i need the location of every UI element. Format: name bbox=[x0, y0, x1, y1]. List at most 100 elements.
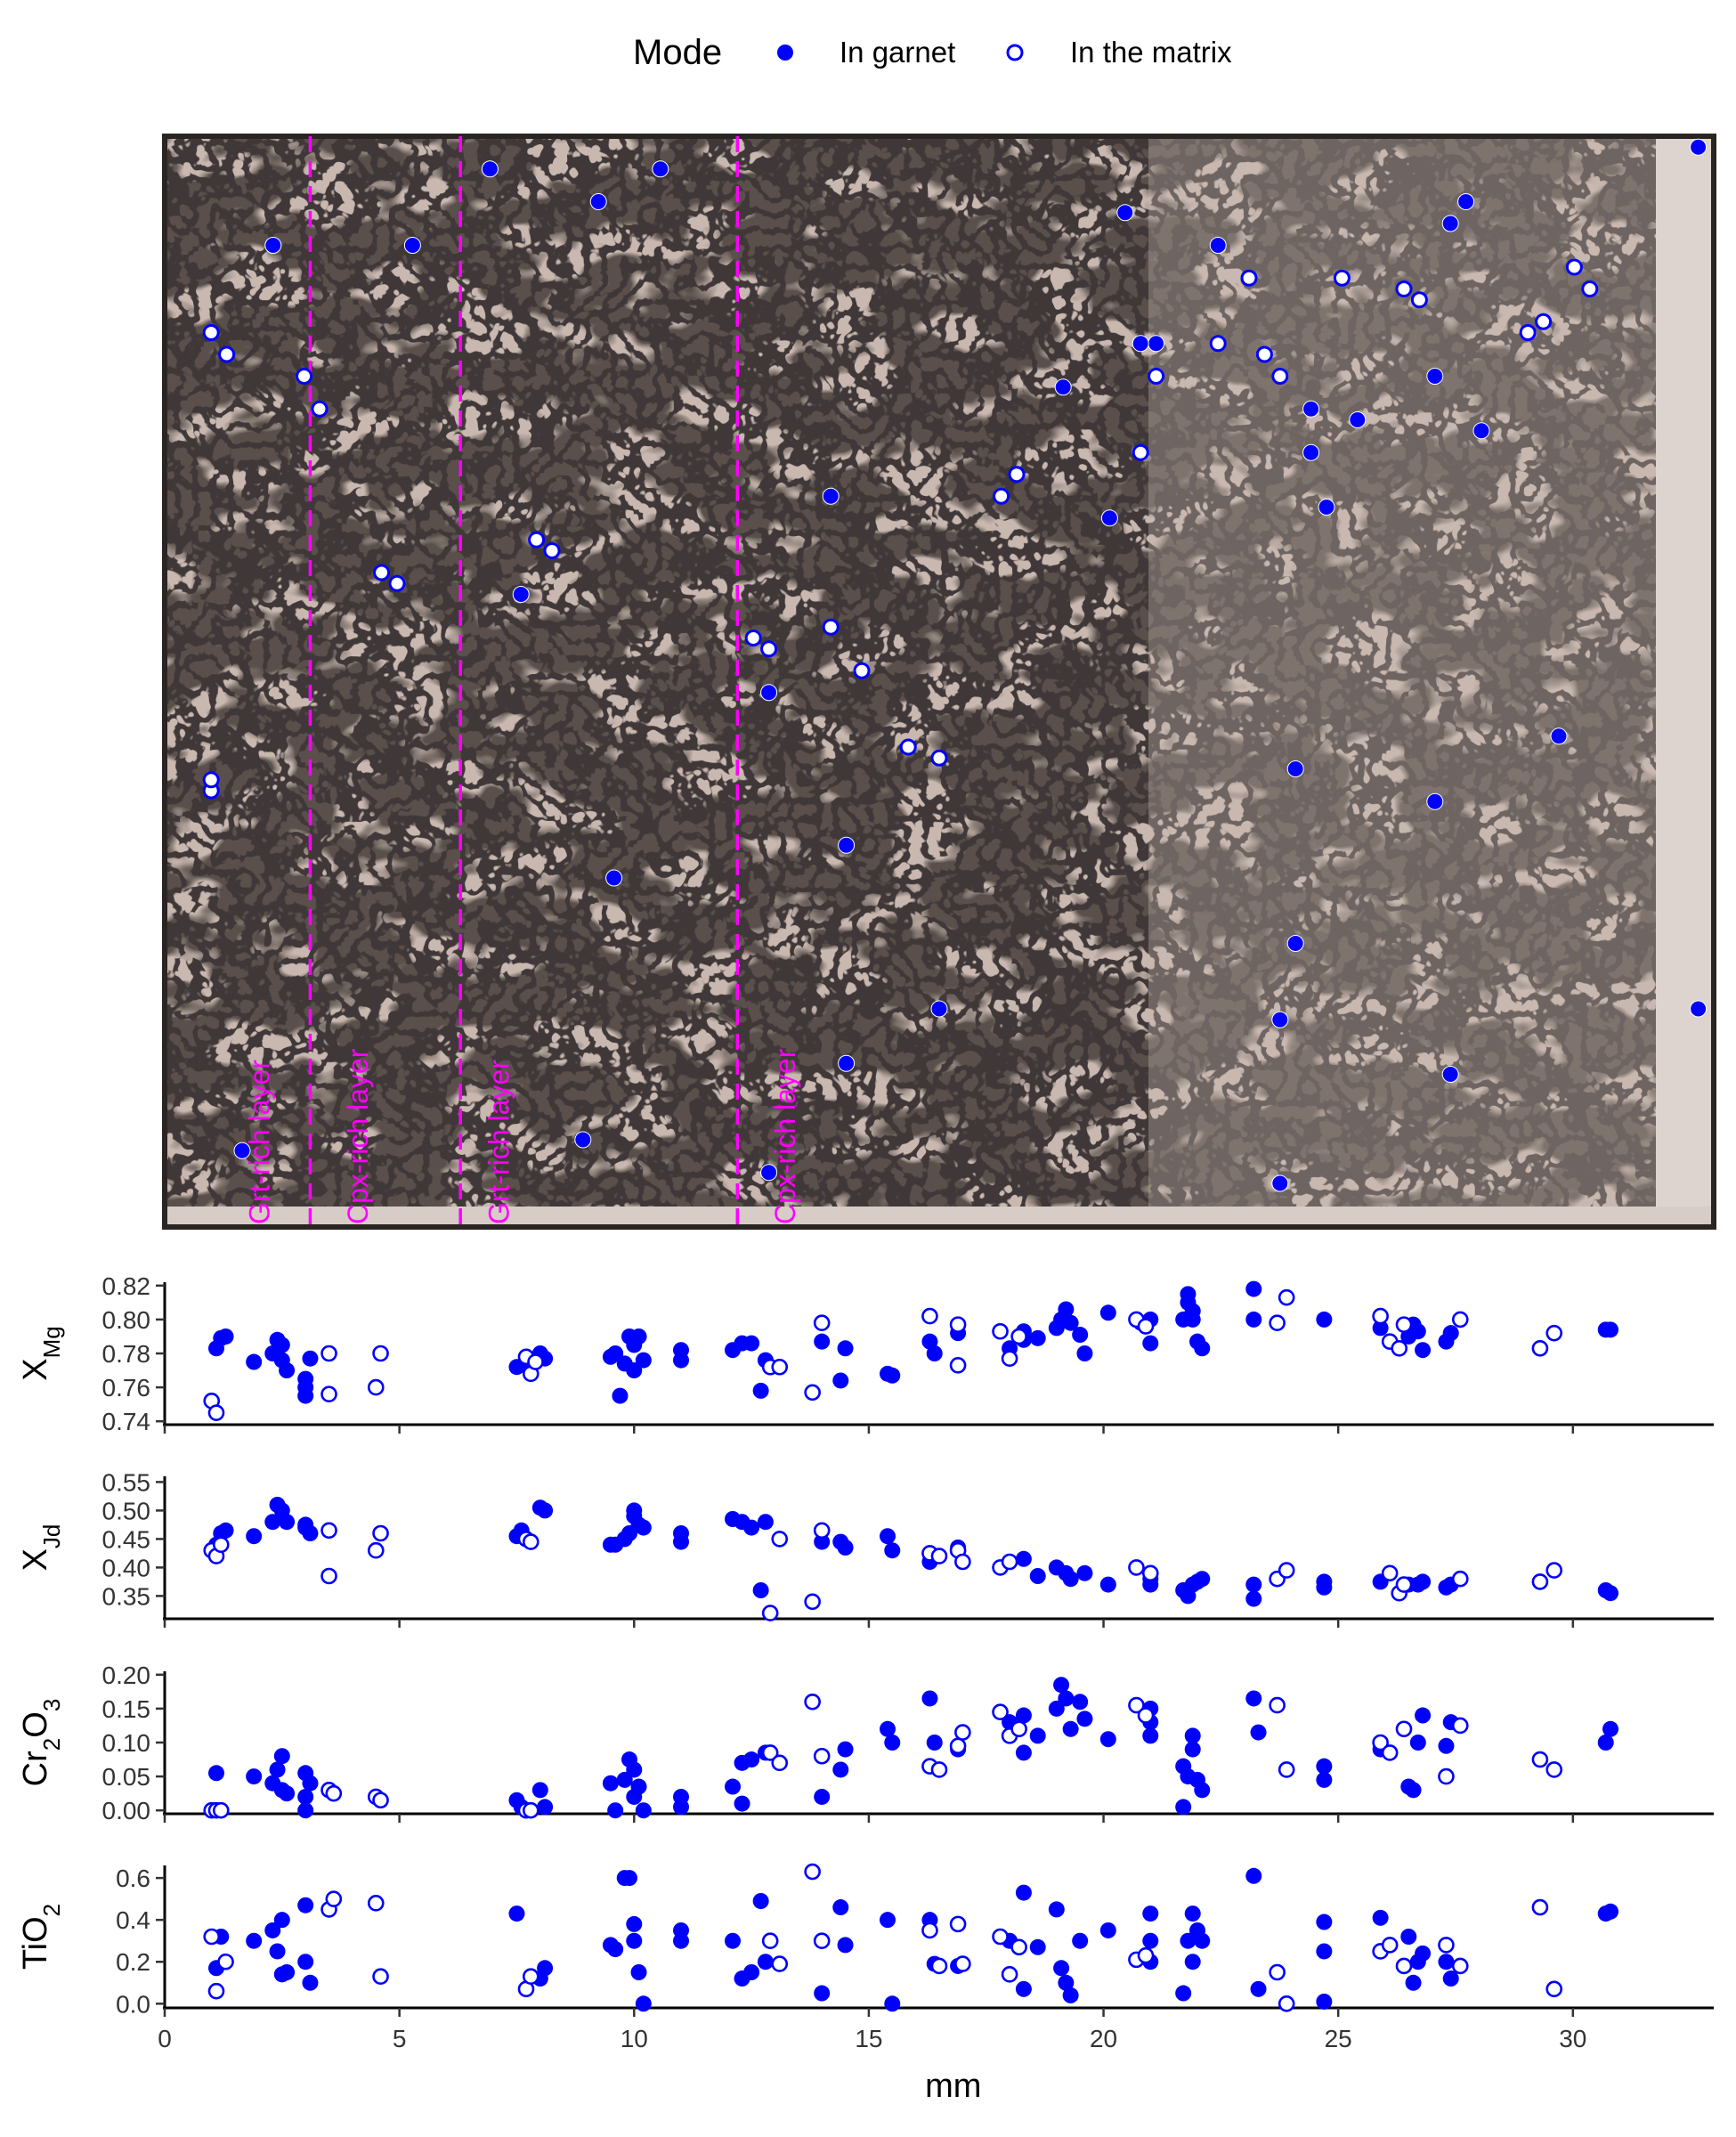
data-point-matrix bbox=[1531, 1573, 1549, 1590]
data-point-matrix bbox=[325, 1890, 343, 1907]
y-tick-label: 0.2 bbox=[116, 1948, 150, 1976]
data-point-matrix bbox=[372, 1524, 389, 1542]
data-point-garnet bbox=[832, 1372, 849, 1389]
data-point-matrix bbox=[203, 1928, 221, 1946]
data-point-garnet bbox=[1099, 1304, 1116, 1321]
photo-point-matrix bbox=[543, 542, 561, 559]
photo-point-garnet bbox=[1286, 935, 1304, 952]
data-point-garnet bbox=[1142, 1727, 1159, 1744]
data-point-garnet bbox=[1316, 1758, 1333, 1775]
y-tick-label: 0.10 bbox=[102, 1729, 151, 1757]
data-point-garnet bbox=[297, 1788, 314, 1805]
data-point-matrix bbox=[813, 1314, 831, 1332]
x-tick-label: 5 bbox=[393, 2025, 407, 2052]
y-axis-title: TiO2 bbox=[17, 1904, 65, 1970]
data-point-matrix bbox=[804, 1384, 821, 1402]
data-point-matrix bbox=[522, 1968, 539, 1986]
data-point-garnet bbox=[884, 1735, 901, 1751]
data-point-garnet bbox=[1058, 1690, 1075, 1707]
y-tick-label: 0.78 bbox=[102, 1340, 151, 1368]
data-point-matrix bbox=[1395, 1957, 1413, 1975]
y-axis-title: Cr2O3 bbox=[17, 1699, 65, 1787]
data-point-garnet bbox=[1602, 1585, 1618, 1602]
data-point-garnet bbox=[302, 1525, 319, 1541]
thin-section-photo: Grt-rich layer Cpx-rich layer Grt-rich lay… bbox=[162, 134, 1716, 1230]
photo-point-matrix bbox=[311, 400, 329, 418]
data-point-matrix bbox=[320, 1385, 337, 1403]
data-point-matrix bbox=[761, 1744, 779, 1761]
photo-points bbox=[202, 138, 1708, 1192]
data-point-matrix bbox=[1001, 1350, 1018, 1368]
series-garnet bbox=[208, 1280, 1618, 1404]
data-point-matrix bbox=[320, 1567, 337, 1585]
data-point-garnet bbox=[1062, 1314, 1079, 1331]
x-tick-label: 0 bbox=[158, 2025, 172, 2052]
photo-point-matrix bbox=[760, 640, 778, 658]
photo-point-garnet bbox=[838, 1054, 856, 1072]
data-point-garnet bbox=[635, 1995, 652, 2012]
photo-point-matrix bbox=[822, 618, 840, 636]
data-point-garnet bbox=[297, 1897, 314, 1914]
photo-point-matrix bbox=[296, 368, 313, 385]
data-point-garnet bbox=[1072, 1932, 1089, 1949]
data-point-matrix bbox=[367, 1541, 385, 1559]
data-point-garnet bbox=[621, 1870, 637, 1887]
photo-point-garnet bbox=[652, 160, 669, 178]
data-point-garnet bbox=[273, 1337, 290, 1353]
scatter-panel: 0.00 0.05 0.10 0.15 0.20 Cr2O3 bbox=[17, 1662, 1714, 1824]
data-point-garnet bbox=[743, 1335, 760, 1352]
data-point-matrix bbox=[367, 1378, 385, 1396]
data-point-garnet bbox=[531, 1782, 548, 1799]
data-point-garnet bbox=[630, 1778, 647, 1795]
data-point-garnet bbox=[537, 1799, 554, 1816]
data-point-garnet bbox=[1597, 1735, 1614, 1751]
data-point-matrix bbox=[320, 1522, 337, 1540]
photo-point-garnet bbox=[1441, 1066, 1459, 1083]
data-point-matrix bbox=[1278, 1562, 1295, 1579]
legend-label-garnet: In garnet bbox=[840, 36, 955, 69]
data-point-garnet bbox=[725, 1778, 741, 1795]
data-point-matrix bbox=[954, 1955, 971, 1972]
data-point-garnet bbox=[1142, 1932, 1159, 1949]
data-point-garnet bbox=[269, 1943, 286, 1960]
data-point-matrix bbox=[992, 1322, 1009, 1340]
data-point-matrix bbox=[1395, 1316, 1413, 1333]
photo-point-garnet bbox=[1457, 193, 1475, 210]
data-point-garnet bbox=[1062, 1987, 1079, 2003]
data-point-matrix bbox=[1001, 1553, 1018, 1571]
y-tick-label: 0.45 bbox=[102, 1525, 151, 1553]
data-point-matrix bbox=[771, 1955, 789, 1972]
data-point-matrix bbox=[1391, 1339, 1408, 1357]
data-point-matrix bbox=[949, 1915, 967, 1933]
photo-point-garnet bbox=[605, 869, 623, 887]
data-point-matrix bbox=[1395, 1576, 1413, 1593]
layer-label: Grt-rich layer bbox=[243, 1060, 275, 1224]
data-point-garnet bbox=[1405, 1974, 1422, 1991]
data-point-matrix bbox=[1531, 1339, 1549, 1357]
data-point-matrix bbox=[1381, 1937, 1399, 1954]
data-point-matrix bbox=[1531, 1898, 1549, 1916]
data-point-garnet bbox=[508, 1905, 525, 1922]
data-point-matrix bbox=[930, 1761, 948, 1778]
data-point-garnet bbox=[1062, 1571, 1079, 1588]
x-tick-label: 15 bbox=[855, 2025, 882, 2052]
data-point-garnet bbox=[1048, 1901, 1065, 1918]
data-point-matrix bbox=[813, 1747, 831, 1765]
data-point-garnet bbox=[269, 1761, 286, 1778]
data-point-matrix bbox=[217, 1953, 234, 1970]
data-point-matrix bbox=[1545, 1562, 1563, 1579]
x-axis-title: mm bbox=[925, 2068, 981, 2105]
photo-point-garnet bbox=[930, 1000, 948, 1018]
photo-point-garnet bbox=[589, 193, 607, 210]
data-point-matrix bbox=[771, 1754, 789, 1772]
data-point-garnet bbox=[1316, 1943, 1333, 1960]
data-point-garnet bbox=[297, 1802, 314, 1819]
data-point-garnet bbox=[1015, 1707, 1032, 1724]
legend-label-matrix: In the matrix bbox=[1070, 36, 1232, 69]
data-point-matrix bbox=[1269, 1314, 1286, 1332]
y-axis-title-part: 2 bbox=[38, 1904, 65, 1916]
data-point-garnet bbox=[1048, 1700, 1065, 1717]
layer-label: Cpx-rich layer bbox=[342, 1048, 374, 1224]
data-point-garnet bbox=[837, 1937, 854, 1954]
data-point-matrix bbox=[1395, 1720, 1413, 1738]
